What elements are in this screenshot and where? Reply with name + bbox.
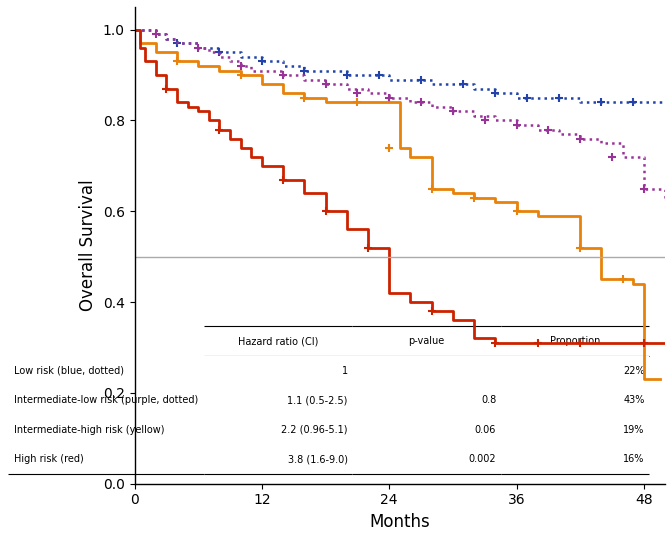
Y-axis label: Overall Survival: Overall Survival	[79, 180, 97, 311]
X-axis label: Months: Months	[370, 513, 430, 531]
